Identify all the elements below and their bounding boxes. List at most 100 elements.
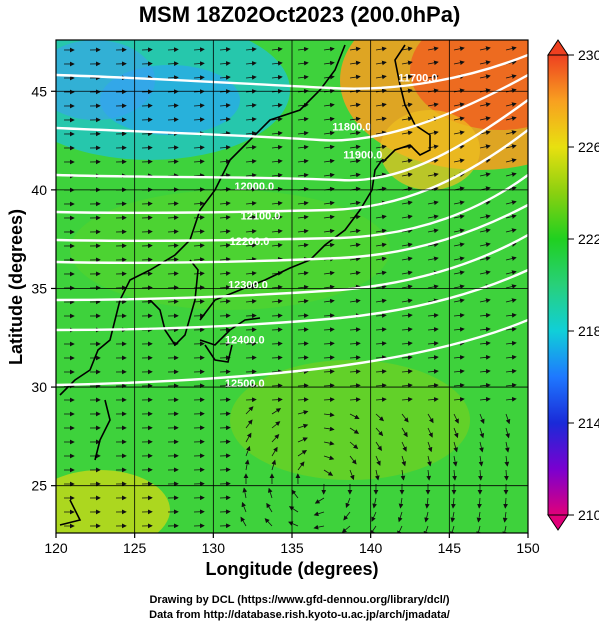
streamline-arrow (427, 341, 439, 346)
streamline-arrow (479, 382, 491, 388)
streamline-arrow (323, 130, 335, 136)
streamline-arrow (297, 172, 309, 178)
streamline-arrow (479, 368, 491, 374)
streamline-arrow (297, 461, 305, 471)
contour-label: 12100.0 (241, 210, 281, 222)
streamline-arrow (245, 159, 257, 164)
x-axis-label: Longitude (degrees) (205, 559, 378, 579)
streamline-arrow (271, 74, 283, 80)
streamline-arrow (375, 341, 387, 346)
streamline-arrow (323, 102, 335, 108)
streamline-arrow (323, 200, 335, 206)
streamline-arrow (505, 298, 517, 303)
streamline-arrow (453, 270, 465, 276)
streamline-arrow (401, 74, 413, 80)
streamline-arrow (453, 427, 459, 439)
colorbar-tick-label: 230 (578, 47, 599, 63)
streamline-arrow (505, 102, 517, 107)
streamline-arrow (323, 355, 335, 360)
streamline-arrow (427, 327, 439, 332)
streamline-arrow (245, 103, 257, 108)
streamline-arrow (245, 229, 257, 234)
streamline-arrow (505, 326, 517, 332)
streamline-arrow (397, 525, 403, 533)
streamline-arrow (479, 340, 491, 346)
streamline-arrow (505, 382, 517, 388)
streamline-arrow (401, 441, 407, 452)
streamline-arrow (375, 46, 387, 52)
streamline-arrow (375, 102, 387, 108)
colorbar-top-triangle (547, 39, 569, 56)
streamline-arrow (452, 469, 457, 481)
streamline-arrow (297, 397, 309, 403)
streamline-arrow (505, 46, 517, 51)
streamline-arrow (219, 229, 231, 234)
streamline-arrow (375, 455, 381, 466)
streamline-arrow (167, 257, 179, 263)
streamline-arrow (323, 270, 335, 276)
streamline-arrow (502, 511, 508, 523)
y-tick-label: 40 (31, 182, 47, 198)
streamline-arrow (349, 200, 361, 206)
streamline-arrow (271, 459, 277, 471)
streamline-arrow (167, 285, 179, 291)
streamline-arrow (453, 397, 465, 402)
streamline-arrow (375, 256, 387, 262)
temperature-field (56, 40, 528, 533)
colorbar-tick-label: 210 (578, 507, 599, 523)
streamline-arrow (271, 228, 283, 234)
x-axis-ticks: 120 125 130 135 140 145 150 (44, 533, 540, 556)
streamline-arrow (372, 497, 378, 509)
streamline-arrow (245, 243, 257, 248)
streamline-arrow (453, 327, 465, 332)
streamline-arrow (427, 313, 439, 318)
streamline-arrow (219, 201, 231, 206)
streamline-arrow (219, 61, 231, 66)
streamline-arrow (453, 369, 465, 374)
credit-data: Data from http://database.rish.kyoto-u.a… (149, 609, 450, 621)
streamline-arrow (453, 284, 465, 290)
colorbar: 230 226 222 218 214 210 (547, 39, 599, 531)
streamline-arrow (427, 284, 439, 290)
streamline-arrow (219, 103, 231, 108)
streamline-arrow (453, 116, 465, 122)
streamline-arrow (323, 455, 335, 461)
streamline-arrow (297, 158, 309, 164)
x-tick-label: 125 (123, 540, 147, 556)
streamline-arrow (375, 369, 387, 374)
streamline-arrow (349, 327, 361, 332)
streamline-arrow (505, 74, 517, 79)
y-tick-label: 35 (31, 280, 47, 296)
streamline-arrow (505, 427, 510, 439)
streamline-arrow (479, 298, 491, 303)
streamline-arrow (375, 130, 387, 136)
streamline-arrow (167, 271, 179, 277)
streamline-arrow (323, 214, 335, 220)
streamline-arrow (271, 242, 283, 248)
streamline-arrow (349, 158, 361, 164)
streamline-arrow (193, 145, 205, 150)
streamline-arrow (476, 511, 482, 523)
streamline-arrow (193, 117, 205, 122)
streamline-arrow (427, 256, 439, 262)
streamline-arrow (349, 427, 360, 434)
streamline-arrow (271, 355, 283, 361)
streamline-arrow (479, 172, 491, 177)
streamline-arrow (271, 172, 283, 178)
streamline-arrow (297, 450, 307, 457)
streamline-arrow (193, 215, 205, 220)
streamline-arrow (477, 497, 482, 509)
streamline-arrow (349, 441, 359, 450)
streamline-arrow (271, 341, 283, 347)
streamline-arrow (245, 432, 252, 443)
streamline-arrow (271, 102, 283, 108)
streamline-arrow (479, 60, 491, 65)
streamline-arrow (219, 47, 231, 52)
streamline-arrow (401, 116, 413, 122)
streamline-arrow (271, 397, 283, 403)
colorbar-ticks: 230 226 222 218 214 210 (568, 47, 599, 523)
streamline-arrow (375, 327, 387, 332)
streamline-arrow (245, 271, 257, 276)
streamline-arrow (401, 172, 413, 178)
